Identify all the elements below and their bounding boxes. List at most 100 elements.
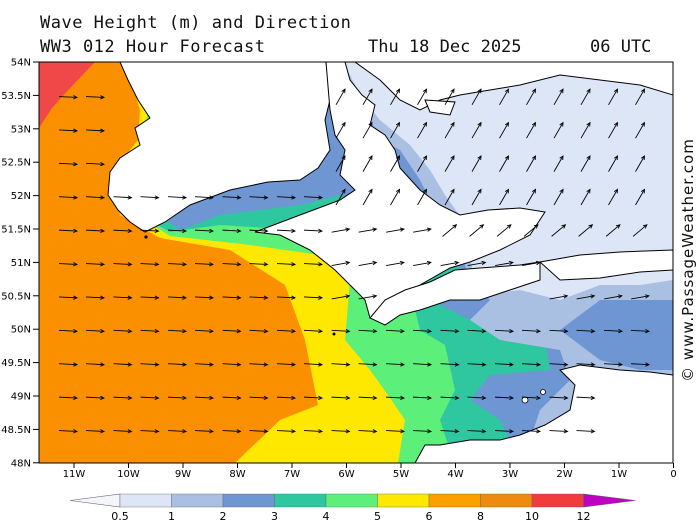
direction-arrow bbox=[276, 296, 296, 299]
direction-arrow bbox=[194, 229, 214, 232]
direction-arrow-head bbox=[291, 362, 297, 367]
direction-arrow-head bbox=[154, 195, 160, 200]
direction-arrow bbox=[113, 396, 132, 399]
direction-arrow-head bbox=[318, 395, 324, 401]
direction-arrow bbox=[608, 155, 618, 172]
direction-arrow-head bbox=[395, 88, 401, 94]
direction-arrow bbox=[194, 196, 214, 199]
direction-arrow-head bbox=[341, 188, 346, 194]
direction-arrow-head bbox=[236, 262, 242, 267]
direction-arrow bbox=[440, 396, 459, 399]
direction-arrow-head bbox=[563, 328, 569, 334]
direction-arrow bbox=[303, 363, 323, 366]
scale-low-end bbox=[69, 493, 121, 508]
direction-arrow-head bbox=[154, 328, 160, 334]
direction-arrow-head bbox=[586, 155, 591, 161]
direction-arrow-head bbox=[454, 429, 460, 434]
lat-label: 53.5N bbox=[1, 91, 31, 102]
direction-arrow-head bbox=[73, 395, 79, 401]
direction-arrow-head bbox=[454, 260, 460, 266]
direction-arrow-head bbox=[372, 294, 378, 299]
direction-arrow-head bbox=[73, 262, 79, 267]
direction-arrow bbox=[335, 122, 346, 139]
scale-swatch bbox=[171, 493, 224, 508]
direction-arrow-head bbox=[209, 228, 215, 234]
direction-arrow bbox=[605, 224, 621, 237]
direction-arrow-head bbox=[345, 227, 351, 232]
forecast-time: 06 UTC bbox=[590, 37, 652, 57]
direction-arrow bbox=[58, 263, 78, 265]
direction-arrow bbox=[526, 189, 536, 206]
direction-arrow-head bbox=[341, 121, 346, 127]
direction-arrow bbox=[444, 88, 455, 106]
direction-arrow-head bbox=[506, 224, 512, 229]
direction-arrow-head bbox=[590, 362, 596, 367]
direction-arrow bbox=[194, 396, 214, 399]
direction-arrow bbox=[85, 396, 105, 399]
direction-arrow-head bbox=[263, 328, 269, 334]
scale-swatch bbox=[222, 493, 275, 508]
direction-arrow-head bbox=[318, 328, 324, 334]
direction-arrow-head bbox=[100, 228, 106, 234]
lon-label: 10W bbox=[117, 469, 140, 480]
direction-arrow-head bbox=[100, 362, 106, 367]
direction-arrow bbox=[194, 296, 214, 299]
direction-arrow bbox=[331, 329, 350, 332]
direction-arrow bbox=[58, 196, 78, 199]
cornwall-devon-land bbox=[369, 261, 541, 326]
direction-arrow-head bbox=[615, 224, 621, 229]
direction-arrow-head bbox=[535, 260, 541, 266]
direction-arrow bbox=[140, 430, 159, 432]
direction-arrow-head bbox=[209, 328, 215, 334]
direction-arrow bbox=[140, 196, 159, 199]
direction-arrow bbox=[362, 88, 373, 106]
direction-arrow-head bbox=[263, 195, 269, 200]
direction-arrow bbox=[167, 430, 187, 432]
direction-arrow bbox=[553, 155, 564, 172]
direction-arrow-head bbox=[100, 295, 106, 300]
direction-arrow-head bbox=[127, 295, 133, 300]
direction-arrow bbox=[222, 229, 241, 232]
direction-arrow bbox=[140, 329, 159, 332]
direction-arrow bbox=[140, 229, 159, 232]
longitude-axis: 11W 10W 9W 8W 7W 6W 5W 4W 3W 2W 1W 0 bbox=[63, 463, 677, 480]
direction-arrow-head bbox=[291, 195, 297, 200]
direction-arrow bbox=[471, 88, 482, 106]
direction-arrow-head bbox=[450, 155, 455, 161]
direction-arrow-head bbox=[73, 328, 79, 334]
direction-arrow-head bbox=[263, 429, 269, 434]
direction-arrow-head bbox=[345, 328, 351, 334]
direction-arrow-head bbox=[559, 88, 564, 94]
direction-arrow-head bbox=[73, 195, 79, 200]
direction-arrow-head bbox=[345, 395, 351, 401]
direction-arrow bbox=[222, 363, 241, 366]
direction-arrow bbox=[304, 464, 322, 465]
direction-arrow bbox=[85, 430, 105, 432]
wave-zone-red bbox=[39, 62, 95, 128]
map-title: Wave Height (m) and Direction bbox=[40, 13, 352, 33]
direction-arrow bbox=[496, 224, 512, 237]
direction-arrow bbox=[467, 396, 486, 399]
direction-arrow bbox=[390, 122, 400, 139]
direction-arrow bbox=[58, 396, 78, 399]
direction-arrow-head bbox=[586, 88, 591, 94]
direction-arrow bbox=[442, 224, 457, 237]
direction-arrow-head bbox=[427, 328, 433, 334]
direction-arrow-head bbox=[182, 328, 188, 334]
direction-arrow bbox=[303, 196, 323, 199]
direction-arrow-head bbox=[618, 362, 624, 367]
direction-arrow bbox=[551, 224, 566, 237]
direction-arrow bbox=[194, 363, 214, 366]
wave-field bbox=[39, 62, 673, 465]
direction-arrow bbox=[635, 88, 645, 106]
direction-arrow-head bbox=[341, 155, 346, 161]
direction-arrow-head bbox=[504, 121, 510, 127]
lat-label: 53N bbox=[11, 124, 31, 135]
south-england-land bbox=[538, 249, 673, 281]
direction-arrow-head bbox=[318, 262, 324, 267]
direction-arrow-head bbox=[618, 328, 624, 334]
direction-arrow-head bbox=[127, 395, 133, 401]
direction-arrow-head bbox=[73, 228, 79, 234]
direction-arrow bbox=[499, 189, 509, 206]
lat-label: 48N bbox=[11, 458, 31, 469]
